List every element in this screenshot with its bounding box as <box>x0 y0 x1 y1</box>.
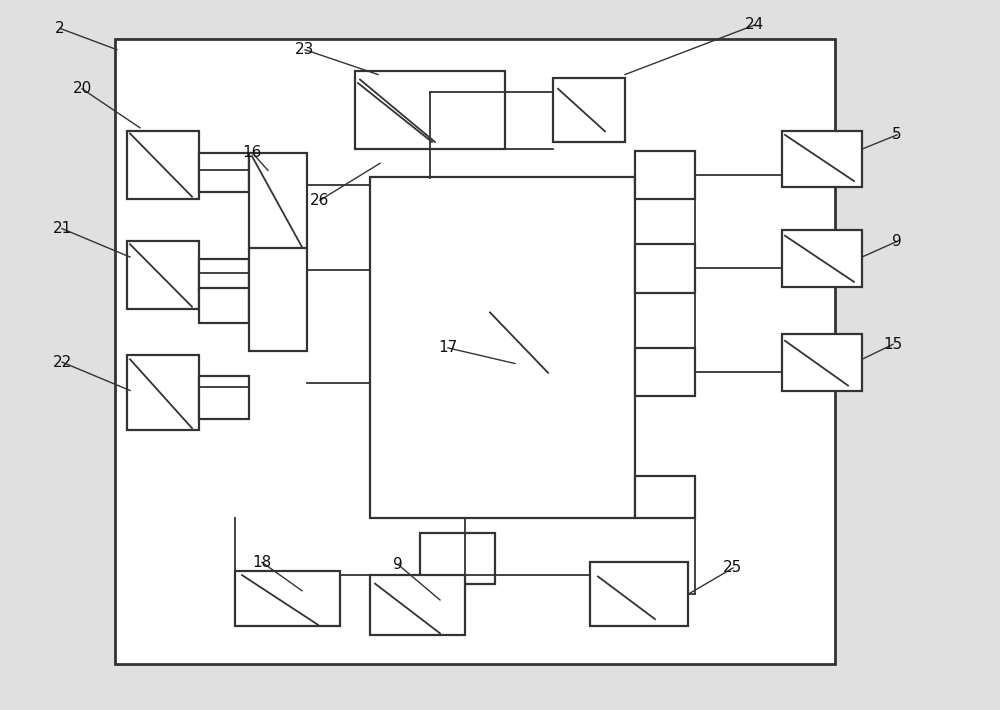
Bar <box>420 532 495 584</box>
Text: 5: 5 <box>892 127 902 143</box>
Text: 9: 9 <box>892 234 902 249</box>
Text: 25: 25 <box>723 560 743 576</box>
Text: 26: 26 <box>310 192 330 208</box>
Bar <box>355 71 505 149</box>
Bar <box>635 476 695 518</box>
Text: 23: 23 <box>295 42 315 58</box>
Bar <box>635 151 695 199</box>
Text: 24: 24 <box>745 17 765 33</box>
Text: 9: 9 <box>393 557 403 572</box>
Bar <box>199 288 249 323</box>
Bar <box>635 244 695 293</box>
Text: 17: 17 <box>438 340 458 356</box>
Bar <box>590 562 688 626</box>
Text: 21: 21 <box>52 221 72 236</box>
Bar <box>553 78 625 142</box>
Text: 15: 15 <box>883 337 903 352</box>
Bar <box>199 153 249 192</box>
Bar <box>370 575 465 635</box>
Bar <box>199 259 249 291</box>
Bar <box>249 153 307 248</box>
Text: 18: 18 <box>252 555 272 570</box>
Bar <box>782 334 862 391</box>
Bar <box>127 241 199 309</box>
Text: 22: 22 <box>52 354 72 370</box>
Bar <box>127 131 199 199</box>
Bar <box>635 348 695 396</box>
Bar <box>249 248 307 351</box>
Text: 16: 16 <box>242 145 262 160</box>
Bar <box>782 131 862 187</box>
Bar <box>199 376 249 419</box>
Text: 2: 2 <box>55 21 65 36</box>
Bar <box>370 178 635 518</box>
Bar <box>115 39 835 664</box>
Text: 20: 20 <box>72 81 92 97</box>
Bar <box>782 230 862 287</box>
Bar <box>127 355 199 430</box>
Bar <box>235 571 340 626</box>
